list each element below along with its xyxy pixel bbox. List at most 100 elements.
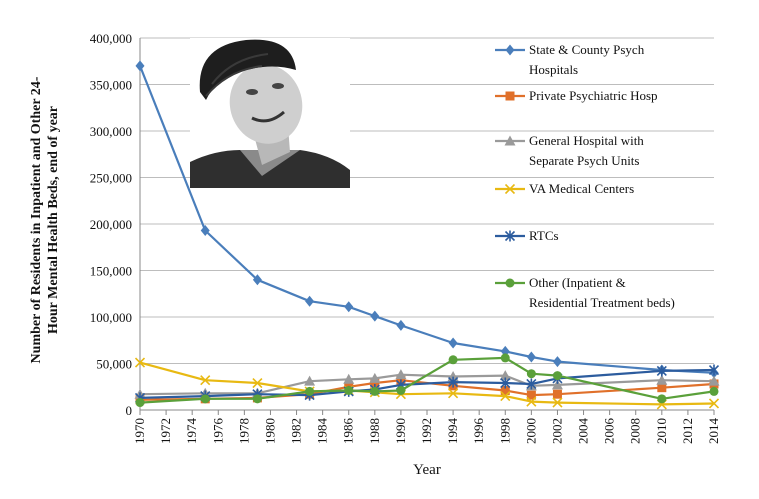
point-2-1986 [343,373,355,384]
x-tick-label-1998: 1998 [497,418,512,444]
series [134,60,720,410]
point-5-1986 [344,385,354,395]
legend: State & County Psych Hospitals Private Psy… [495,42,675,310]
x-axis-title: Year [413,462,441,478]
point-2-1988 [369,372,381,383]
legend-label-4-0: RTCs [529,228,559,243]
x-tick-label-1972: 1972 [158,418,173,444]
point-3-2002 [552,397,563,408]
y-tick-label-300000: 300,000 [90,124,132,139]
legend-marker-2 [504,135,516,146]
point-0-1994 [448,337,458,349]
point-2-2002 [551,379,563,390]
y-tick-label-50000: 50,000 [96,357,132,372]
point-4-2000 [526,378,537,390]
x-tick-label-2006: 2006 [602,418,617,445]
point-3-1970 [134,357,146,368]
point-0-2002 [552,356,562,368]
legend-label-5-0: Other (Inpatient & [529,275,626,290]
point-2-2014 [708,375,720,386]
legend-marker-3 [504,183,516,195]
y-tick-label-200000: 200,000 [90,217,132,232]
point-2-1983 [304,375,316,386]
point-3-1994 [448,388,459,399]
point-5-1975 [200,394,210,404]
point-3-1975 [200,375,211,386]
point-2-1998 [499,370,511,381]
legend-label-2-0: General Hospital with [529,133,644,148]
point-4-1998 [500,377,511,389]
y-tick-label-150000: 150,000 [90,264,132,279]
x-tick-label-2014: 2014 [706,418,721,445]
tick-labels: 0 50,000 100,000 150,000 200,000 250,000 300,0… [90,31,721,444]
x-tick-label-1974: 1974 [184,418,199,445]
x-tick-label-1990: 1990 [393,418,408,444]
point-5-1990 [396,385,406,395]
x-tick-label-1970: 1970 [132,418,147,444]
x-tick-label-1984: 1984 [315,418,330,445]
point-1-2000 [526,390,536,400]
point-3-2000 [526,396,537,407]
point-4-2014 [708,364,720,376]
legend-label-0-1: Hospitals [529,62,578,77]
point-0-1986 [344,301,354,313]
legend-label-2-1: Separate Psych Units [529,153,639,168]
y-axis-title-line-2: Hour Mental Health Beds, end of year [46,106,61,334]
point-5-1998 [500,353,510,363]
legend-marker-5 [505,278,515,288]
point-3-2014 [708,398,720,409]
x-tick-label-2012: 2012 [680,418,695,444]
x-tick-label-1988: 1988 [367,418,382,444]
point-0-1979 [252,274,262,286]
series-5 [135,353,719,408]
x-tick-label-1986: 1986 [341,418,356,445]
point-1-1998 [500,385,510,395]
point-3-1979 [252,377,263,389]
point-1-2010 [657,383,667,393]
y-tick-label-250000: 250,000 [90,171,132,186]
point-0-1988 [370,310,380,322]
x-tick-label-1996: 1996 [471,418,486,445]
point-5-2002 [552,371,562,381]
x-tick-label-2004: 2004 [576,418,591,445]
legend-label-3-0: VA Medical Centers [529,181,634,196]
point-5-2000 [526,369,536,379]
point-5-1994 [448,355,458,365]
point-5-2010 [657,394,667,404]
x-tick-label-1978: 1978 [236,418,251,444]
y-tick-label-100000: 100,000 [90,310,132,325]
legend-label-1-0: Private Psychiatric Hosp [529,88,658,103]
legend-label-0-0: State & County Psych [529,42,645,57]
y-axis-title-line-1: Number of Residents in Inpatient and Oth… [29,76,44,363]
y-tick-label-350000: 350,000 [90,78,132,93]
point-1-1988 [370,378,380,388]
y-tick-label-400000: 400,000 [90,31,132,46]
point-0-1990 [396,319,406,331]
x-tick-label-2010: 2010 [654,418,669,444]
point-5-1983 [305,386,315,396]
point-2-2010 [656,374,668,385]
x-tick-label-2002: 2002 [549,418,564,444]
legend-label-5-1: Residential Treatment beds) [529,295,675,310]
legend-marker-0 [505,44,515,56]
x-tick-label-1976: 1976 [210,418,225,445]
point-4-2010 [656,365,667,377]
point-5-2014 [709,386,719,396]
point-0-2000 [526,351,536,363]
x-tick-label-2008: 2008 [628,418,643,444]
point-0-1970 [135,60,145,72]
x-tick-label-2000: 2000 [523,418,538,444]
x-tick-label-1980: 1980 [262,418,277,444]
point-4-1994 [448,376,459,388]
legend-marker-4 [504,230,516,242]
axes [139,38,715,415]
point-3-1998 [500,390,511,402]
point-5-1970 [135,398,145,408]
x-tick-label-1992: 1992 [419,418,434,444]
point-0-1975 [200,225,210,237]
point-2-1990 [395,369,407,380]
point-5-1979 [252,394,262,404]
